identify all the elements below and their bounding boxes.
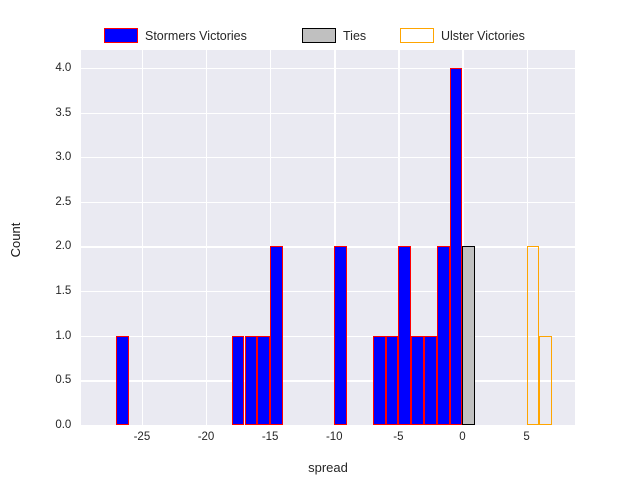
svg-text:Count: Count bbox=[8, 222, 23, 257]
